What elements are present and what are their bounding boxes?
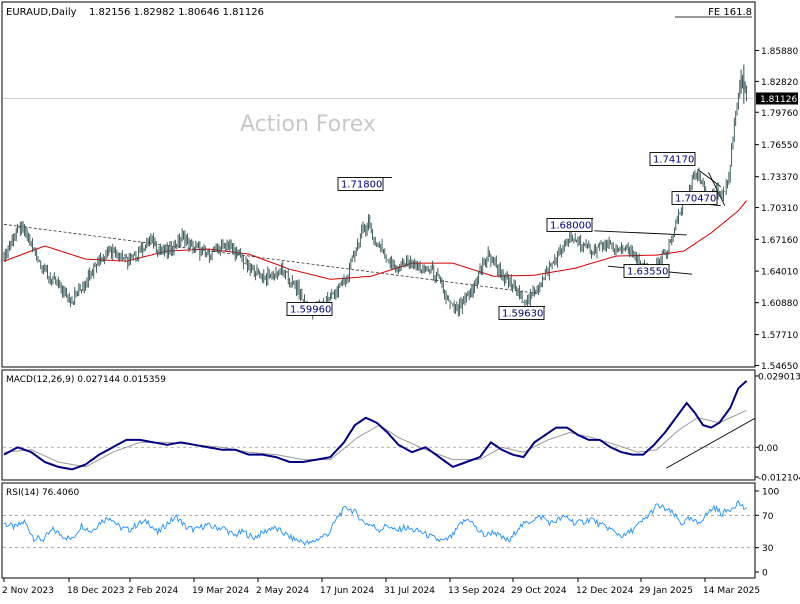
price-annotation-label: 1.59960 xyxy=(290,305,331,316)
time-tick-label: 31 Jul 2024 xyxy=(384,586,435,596)
time-tick-label: 19 Mar 2024 xyxy=(192,586,249,596)
macd-tick-label: 0.029013 xyxy=(758,372,800,382)
price-annotation-box xyxy=(286,302,333,316)
rsi-title: RSI(14) 76.4060 xyxy=(6,488,79,498)
current-price-tag xyxy=(756,92,798,105)
price-annotations: 1.71800 1.59960 1.59630 1.68000 1.63550 1.741… xyxy=(286,152,718,320)
macd-trendline xyxy=(666,417,756,469)
price-annotation-box xyxy=(649,152,696,166)
price-annotation-label: 1.74170 xyxy=(653,155,694,166)
price-annotation-label: 1.71800 xyxy=(341,180,382,191)
current-price-label: 1.81126 xyxy=(760,95,797,105)
time-tick-label: 2 Nov 2023 xyxy=(2,586,54,596)
time-tick-label: 2 May 2024 xyxy=(256,586,309,596)
ohlc-readout: 1.82156 1.82982 1.80646 1.81126 xyxy=(89,7,264,18)
rsi-indicator: RSI(14) 76.4060 100 70 30 0 xyxy=(3,488,779,579)
macd-panel-frame xyxy=(1,369,756,481)
price-annotation-box xyxy=(623,264,670,278)
time-tick-label: 17 Jun 2024 xyxy=(320,586,374,596)
rsi-line xyxy=(3,499,747,547)
pattern-trendline xyxy=(594,230,687,236)
price-annotation-label: 1.70470 xyxy=(675,194,716,205)
fe-level-label: FE 161.8 xyxy=(708,7,752,18)
price-tick-label: 1.82820 xyxy=(761,78,798,88)
price-axis: 1.85880 1.82820 1.79760 1.76550 1.73370 1.703… xyxy=(3,47,798,372)
time-tick-label: 29 Jan 2025 xyxy=(639,586,693,596)
price-tick-label: 1.67160 xyxy=(761,236,798,246)
price-annotation-box xyxy=(671,191,718,205)
time-tick-label: 13 Sep 2024 xyxy=(448,586,505,596)
time-tick-label: 29 Oct 2024 xyxy=(511,586,567,596)
price-annotation-box xyxy=(546,218,593,232)
time-axis: 2 Nov 2023 18 Dec 2023 2 Feb 2024 19 Mar 20… xyxy=(2,578,760,596)
price-tick-label: 1.85880 xyxy=(761,47,798,57)
rsi-panel-frame xyxy=(1,482,756,579)
time-tick-label: 18 Dec 2023 xyxy=(67,586,125,596)
price-annotation-label: 1.59630 xyxy=(502,309,543,320)
price-tick-label: 1.54650 xyxy=(761,362,798,372)
price-annotation-label: 1.68000 xyxy=(550,221,591,232)
macd-tick-label: 0.00 xyxy=(758,444,778,454)
price-tick-label: 1.76550 xyxy=(761,141,798,151)
symbol-label: EURAUD,Daily xyxy=(6,7,77,18)
price-annotation-box xyxy=(498,306,545,320)
price-tick-label: 1.79760 xyxy=(761,109,798,119)
price-tick-label: 1.70310 xyxy=(761,204,798,214)
macd-indicator: MACD(12,26,9) 0.027144 0.015359 0.029013 0… xyxy=(3,372,800,484)
price-tick-label: 1.60880 xyxy=(761,299,798,309)
rsi-tick-label: 0 xyxy=(762,569,768,579)
long-trendline xyxy=(3,223,538,294)
macd-signal-line xyxy=(3,409,747,468)
price-annotation-box xyxy=(337,177,384,191)
time-tick-label: 14 Mar 2025 xyxy=(703,586,760,596)
rsi-tick-label: 30 xyxy=(762,544,774,554)
pattern-trendline xyxy=(697,168,721,187)
price-tick-label: 1.57710 xyxy=(761,331,798,341)
macd-line xyxy=(3,380,748,471)
main-panel-frame xyxy=(1,1,756,368)
price-tick-label: 1.73370 xyxy=(761,173,798,183)
price-tick-label: 1.64010 xyxy=(761,268,798,278)
watermark: Action Forex xyxy=(240,112,376,137)
time-tick-label: 12 Dec 2024 xyxy=(576,586,634,596)
time-tick-label: 2 Feb 2024 xyxy=(128,586,179,596)
price-bars xyxy=(3,64,748,320)
price-annotation-label: 1.63550 xyxy=(627,267,668,278)
macd-tick-label: -0.012104 xyxy=(758,474,800,484)
rsi-tick-label: 100 xyxy=(762,488,779,498)
macd-title: MACD(12,26,9) 0.027144 0.015359 xyxy=(6,375,166,385)
rsi-tick-label: 70 xyxy=(762,512,774,522)
